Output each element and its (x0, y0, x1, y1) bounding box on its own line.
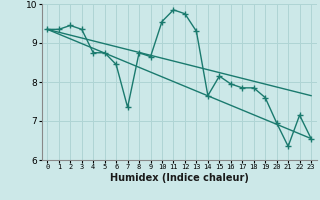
X-axis label: Humidex (Indice chaleur): Humidex (Indice chaleur) (110, 173, 249, 183)
